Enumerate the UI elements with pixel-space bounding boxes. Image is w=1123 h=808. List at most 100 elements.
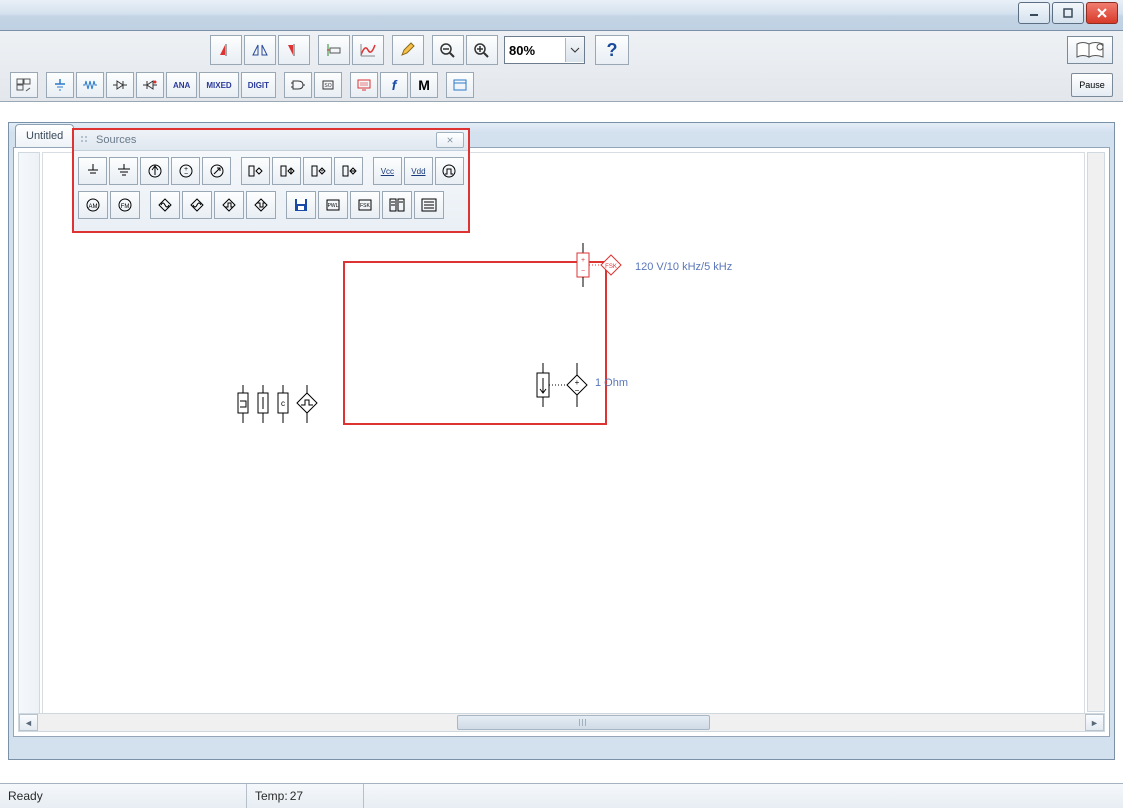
document-tab[interactable]: Untitled bbox=[15, 124, 74, 147]
svg-text:+: + bbox=[320, 169, 324, 175]
book-icon[interactable] bbox=[1067, 36, 1113, 64]
resistor-icon[interactable] bbox=[76, 72, 104, 98]
diode-icon[interactable] bbox=[106, 72, 134, 98]
curve-icon[interactable] bbox=[352, 35, 384, 65]
sources-row-2: AM FM PWL FSK bbox=[78, 191, 464, 219]
ground2-icon[interactable] bbox=[109, 157, 138, 185]
monitor-icon[interactable] bbox=[350, 72, 378, 98]
pause-button[interactable]: Pause bbox=[1071, 73, 1113, 97]
source-arrow-icon[interactable] bbox=[202, 157, 231, 185]
svg-text:FM: FM bbox=[121, 204, 130, 210]
mixed-label[interactable]: MIXED bbox=[199, 72, 238, 98]
pulse-src-icon[interactable] bbox=[435, 157, 464, 185]
svg-text:−: − bbox=[575, 386, 580, 395]
sources-panel[interactable]: Sources ⨯ +− + Vcc Vdd AM FM bbox=[72, 128, 470, 233]
flip-v-icon[interactable] bbox=[278, 35, 310, 65]
vcc-label[interactable]: Vcc bbox=[373, 157, 402, 185]
status-spacer bbox=[364, 784, 1123, 808]
svg-text:FSK: FSK bbox=[360, 203, 370, 209]
sources-body: +− + Vcc Vdd AM FM PWL FSK bbox=[74, 151, 468, 231]
flip-h-icon[interactable] bbox=[210, 35, 242, 65]
f-icon[interactable]: f bbox=[380, 72, 408, 98]
ctrl-src3-icon[interactable]: + bbox=[303, 157, 332, 185]
edit-icon[interactable] bbox=[392, 35, 424, 65]
status-temp: Temp: 27 bbox=[247, 784, 364, 808]
svg-text:FSK: FSK bbox=[605, 264, 617, 270]
complex-src1-icon[interactable] bbox=[382, 191, 412, 219]
digit-label[interactable]: DIGIT bbox=[241, 72, 276, 98]
grip-icon bbox=[80, 135, 90, 145]
zoom-out-icon[interactable] bbox=[432, 35, 464, 65]
horizontal-scrollbar[interactable]: ◄ ► bbox=[18, 713, 1105, 732]
source-plus-icon[interactable]: +− bbox=[171, 157, 200, 185]
status-temp-value: 27 bbox=[290, 789, 303, 803]
source-up-icon[interactable] bbox=[140, 157, 169, 185]
ctrl-src2-icon[interactable] bbox=[272, 157, 301, 185]
gate-icon[interactable] bbox=[284, 72, 312, 98]
help-button[interactable]: ? bbox=[595, 35, 629, 65]
square-diamond-icon[interactable] bbox=[214, 191, 244, 219]
zoom-in-icon[interactable] bbox=[466, 35, 498, 65]
close-button[interactable] bbox=[1086, 2, 1118, 24]
zoom-input[interactable] bbox=[505, 39, 565, 61]
fsk-src-icon[interactable]: FSK bbox=[350, 191, 380, 219]
toolbar-row-1: ? bbox=[0, 31, 1123, 69]
main-toolbar: ? ANA MIXED DIGIT SO f M bbox=[0, 31, 1123, 102]
window-titlebar bbox=[0, 0, 1123, 31]
sources-title-label: Sources bbox=[96, 134, 136, 146]
minimize-button[interactable] bbox=[1018, 2, 1050, 24]
schematic-paper[interactable]: + − FSK 120 V/10 kHz/5 kHz + − bbox=[42, 152, 1085, 732]
svg-text:c: c bbox=[281, 399, 285, 408]
status-ready: Ready bbox=[0, 784, 247, 808]
vdd-label[interactable]: Vdd bbox=[404, 157, 433, 185]
scroll-right-icon[interactable]: ► bbox=[1085, 714, 1104, 731]
ctrl-src1-icon[interactable] bbox=[241, 157, 270, 185]
ground-icon[interactable] bbox=[46, 72, 74, 98]
m-icon[interactable]: M bbox=[410, 72, 438, 98]
window-icon[interactable] bbox=[446, 72, 474, 98]
scroll-track[interactable] bbox=[38, 715, 1085, 730]
maximize-button[interactable] bbox=[1052, 2, 1084, 24]
status-bar: Ready Temp: 27 bbox=[0, 783, 1123, 808]
diode2-icon[interactable] bbox=[136, 72, 164, 98]
svg-text:PWL: PWL bbox=[328, 203, 339, 209]
vertical-scrollbar[interactable] bbox=[1087, 152, 1105, 712]
fm-src-icon[interactable]: FM bbox=[110, 191, 140, 219]
svg-text:+: + bbox=[581, 257, 585, 264]
zoom-combo[interactable] bbox=[504, 36, 585, 64]
sources-row-1: +− + Vcc Vdd bbox=[78, 157, 464, 185]
align-icon[interactable] bbox=[318, 35, 350, 65]
sine-diamond-icon[interactable] bbox=[150, 191, 180, 219]
square-diamond2-icon[interactable] bbox=[246, 191, 276, 219]
save-icon[interactable] bbox=[286, 191, 316, 219]
am-src-icon[interactable]: AM bbox=[78, 191, 108, 219]
complex-src2-icon[interactable] bbox=[414, 191, 444, 219]
left-gutter bbox=[18, 152, 40, 732]
canvas[interactable]: + − FSK 120 V/10 kHz/5 kHz + − bbox=[13, 147, 1110, 737]
svg-text:AM: AM bbox=[89, 204, 98, 210]
scroll-left-icon[interactable]: ◄ bbox=[19, 714, 38, 731]
component-cluster[interactable]: c bbox=[235, 385, 335, 435]
fsk-source-component[interactable]: + − FSK bbox=[571, 243, 641, 293]
sources-close-icon[interactable]: ⨯ bbox=[436, 132, 464, 148]
ground1-icon[interactable] bbox=[78, 157, 107, 185]
grid-icon[interactable] bbox=[10, 72, 38, 98]
controlled-source-component[interactable]: + − bbox=[533, 363, 603, 413]
svg-text:−: − bbox=[184, 171, 188, 178]
zoom-dropdown-icon[interactable] bbox=[565, 38, 584, 62]
sources-titlebar[interactable]: Sources ⨯ bbox=[74, 130, 468, 151]
scroll-thumb[interactable] bbox=[457, 715, 710, 730]
window-buttons bbox=[1018, 2, 1118, 24]
sine-diamond2-icon[interactable] bbox=[182, 191, 212, 219]
toolbar-row-2: ANA MIXED DIGIT SO f M Pause bbox=[0, 69, 1123, 101]
fsk-value-label: 120 V/10 kHz/5 kHz bbox=[635, 261, 732, 273]
soko-icon[interactable]: SO bbox=[314, 72, 342, 98]
pwl-src-icon[interactable]: PWL bbox=[318, 191, 348, 219]
mirror-icon[interactable] bbox=[244, 35, 276, 65]
status-temp-label: Temp: bbox=[255, 789, 288, 803]
ana-label[interactable]: ANA bbox=[166, 72, 197, 98]
ohm-value-label: 1 Ohm bbox=[595, 377, 628, 389]
ctrl-src4-icon[interactable] bbox=[334, 157, 363, 185]
svg-text:−: − bbox=[581, 268, 585, 275]
svg-text:SO: SO bbox=[324, 83, 331, 89]
